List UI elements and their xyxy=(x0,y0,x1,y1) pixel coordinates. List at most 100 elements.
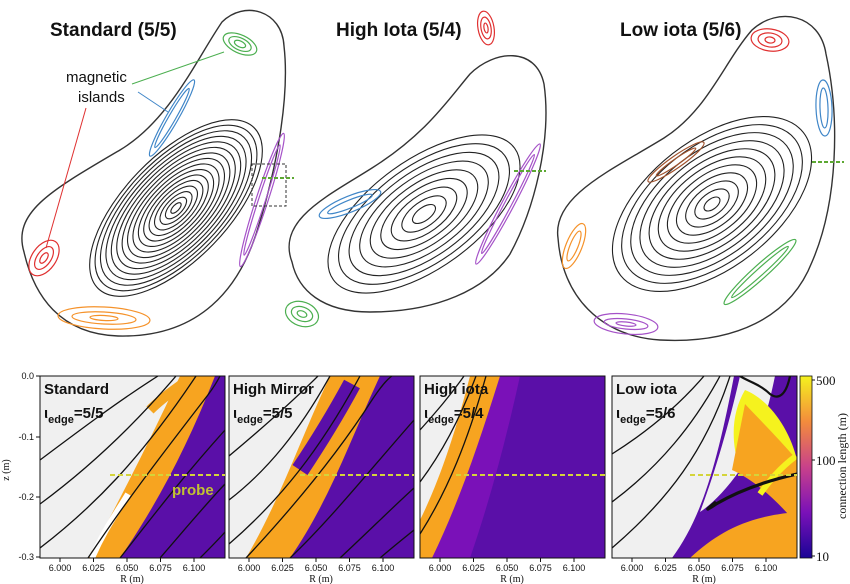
island-green xyxy=(222,32,258,56)
x-tick-label: 6.100 xyxy=(183,563,206,573)
annotation-line-green xyxy=(131,51,225,85)
colorbar-tick: 100 xyxy=(816,453,836,468)
x-tick-label: 6.100 xyxy=(563,563,586,573)
island-purple xyxy=(475,143,541,265)
panel-high-mirror-map xyxy=(229,376,414,558)
x-tick-label: 6.075 xyxy=(721,563,744,573)
panel-high-iota-map xyxy=(420,376,605,558)
iota-label: ιedge=5/5 xyxy=(44,405,103,426)
island-green xyxy=(723,238,797,306)
y-tick-label: -0.1 xyxy=(18,432,34,442)
y-tick-label: -0.2 xyxy=(18,492,34,502)
flux-surface xyxy=(99,130,253,286)
title-low-iota: Low iota (5/6) xyxy=(620,20,741,41)
flux-surface xyxy=(148,180,204,236)
flux-surface xyxy=(143,174,209,242)
x-tick-label: 6.025 xyxy=(271,563,294,573)
x-axis-label: R (m) xyxy=(309,574,333,584)
flux-surface xyxy=(685,180,739,228)
island-blue xyxy=(318,188,382,220)
flux-surface xyxy=(337,143,511,285)
x-tick-label: 6.000 xyxy=(621,563,644,573)
iota-label: ιedge=5/5 xyxy=(233,405,292,426)
flux-surface xyxy=(159,191,193,225)
x-axes: 6.000 6.025 6.050 6.075 6.100 R (m) 6.000 6.025… xyxy=(49,558,777,584)
island-green xyxy=(284,300,320,328)
island-blue xyxy=(148,79,196,157)
flux-surface xyxy=(666,164,758,244)
flux-surface xyxy=(137,168,215,248)
x-axis-label: R (m) xyxy=(500,574,524,584)
x-tick-label: 6.000 xyxy=(238,563,261,573)
title-high-iota: High Iota (5/4) xyxy=(336,20,462,41)
colorbar: 500 100 10 connection length (m) xyxy=(799,373,849,564)
x-axis-label: R (m) xyxy=(120,574,144,584)
x-tick-label: 6.050 xyxy=(116,563,139,573)
x-tick-label: 6.000 xyxy=(429,563,452,573)
iota-label: ιedge=5/6 xyxy=(616,405,675,426)
title-standard: Standard (5/5) xyxy=(50,20,177,41)
flux-surface xyxy=(401,195,447,233)
flux-surface xyxy=(132,163,220,253)
flux-surface xyxy=(694,188,730,220)
island-blue xyxy=(815,79,833,137)
x-tick-label: 6.025 xyxy=(654,563,677,573)
island-red xyxy=(750,28,790,52)
annotation-magnetic: magnetic xyxy=(66,69,127,86)
x-tick-label: 6.075 xyxy=(529,563,552,573)
flux-surface xyxy=(390,186,458,242)
flux-surface xyxy=(121,152,231,264)
panel-title-text: High iota xyxy=(424,381,489,398)
y-tick-label: 0.0 xyxy=(21,371,34,381)
panel-title-high-iota: High iota ιedge=5/4 xyxy=(424,381,489,426)
flux-surface xyxy=(411,203,437,225)
flux-surface xyxy=(348,151,500,277)
colorbar-label: connection length (m) xyxy=(835,413,849,519)
panel-low-iota-map xyxy=(612,376,797,558)
probe-label: probe xyxy=(172,482,214,499)
annotation-line-red xyxy=(45,107,87,249)
flux-surface xyxy=(621,124,803,284)
flux-surfaces xyxy=(89,119,263,297)
island-red xyxy=(28,239,60,277)
colorbar-tick: 500 xyxy=(816,373,836,388)
flux-surface xyxy=(116,146,236,270)
island-purple xyxy=(593,312,659,336)
annotation-line-blue xyxy=(137,91,169,113)
flux-surface xyxy=(105,135,247,281)
y-axis-label: z (m) xyxy=(1,459,12,480)
panel-frame-high-iota xyxy=(419,375,606,559)
x-tick-label: 6.075 xyxy=(338,563,361,573)
panel-title-text: Low iota xyxy=(616,381,677,398)
island-purple xyxy=(239,132,285,268)
annotation-islands: islands xyxy=(78,89,125,106)
flux-surface xyxy=(630,132,794,276)
panel-title-low-iota: Low iota ιedge=5/6 xyxy=(616,381,677,426)
flux-surface xyxy=(94,124,258,292)
flux-surface xyxy=(369,169,479,259)
panel-frame-standard xyxy=(39,375,226,559)
x-tick-label: 6.050 xyxy=(688,563,711,573)
cross-section-low-iota xyxy=(557,15,844,342)
y-axis: 0.0 -0.1 -0.2 -0.3 z (m) xyxy=(1,371,40,562)
y-tick-label: -0.3 xyxy=(18,552,34,562)
x-tick-label: 6.025 xyxy=(462,563,485,573)
flux-surface xyxy=(648,148,776,260)
colorbar-tick: 10 xyxy=(816,549,829,564)
panel-title-text: High Mirror xyxy=(233,381,314,398)
flux-surface xyxy=(639,140,785,268)
flux-surface xyxy=(657,156,767,252)
panel-standard-map xyxy=(40,376,225,558)
x-axis-label: R (m) xyxy=(692,574,716,584)
x-tick-label: 6.000 xyxy=(49,563,72,573)
flux-surface xyxy=(703,196,721,212)
probe-region-box xyxy=(251,163,287,207)
x-tick-label: 6.025 xyxy=(82,563,105,573)
island-orange xyxy=(57,306,151,330)
x-tick-label: 6.050 xyxy=(496,563,519,573)
flux-surfaces xyxy=(327,134,521,294)
flux-surface xyxy=(611,116,813,292)
flux-surface xyxy=(676,172,748,236)
panel-title-standard: Standard ιedge=5/5 xyxy=(44,381,109,426)
